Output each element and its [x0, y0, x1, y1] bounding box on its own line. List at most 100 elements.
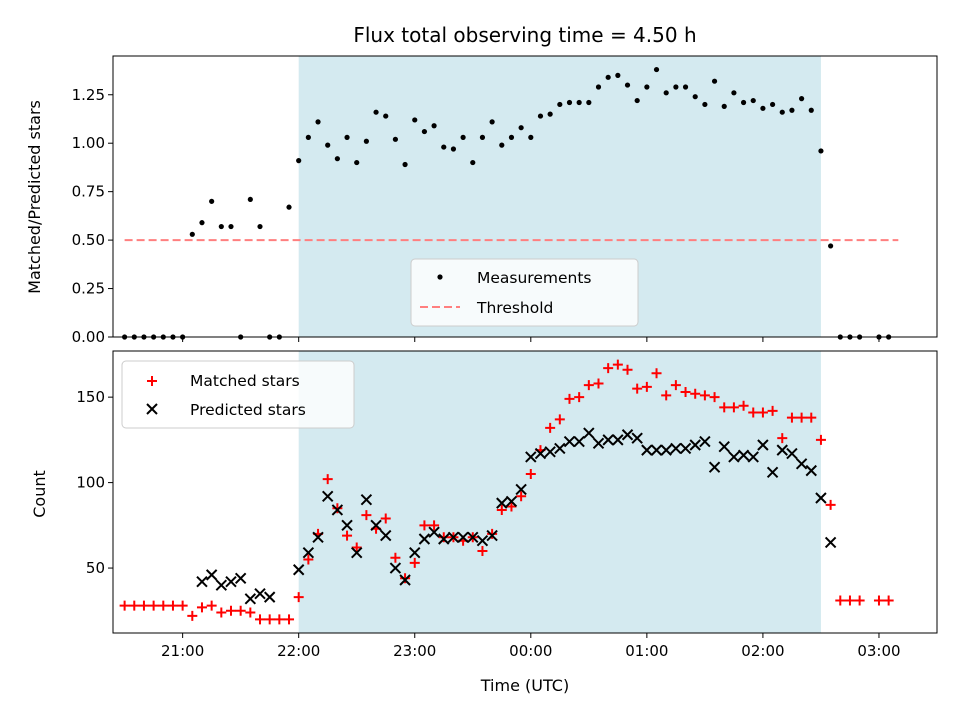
predicted-star-point — [612, 434, 624, 446]
measurement-point — [441, 144, 447, 150]
matched-star-point — [757, 407, 768, 418]
x-tick-label: 23:00 — [393, 642, 436, 660]
predicted-star-point — [641, 444, 653, 456]
measurement-point — [334, 156, 340, 162]
predicted-star-point — [563, 435, 576, 448]
predicted-star-point — [486, 529, 498, 542]
predicted-star-point — [399, 574, 411, 586]
measurement-point — [547, 111, 553, 117]
predicted-star-point — [728, 451, 740, 463]
matched-star-point — [709, 392, 720, 403]
measurement-point — [305, 134, 311, 140]
measurement-point — [286, 204, 292, 210]
measurement-point — [296, 158, 302, 164]
measurement-point — [750, 97, 756, 104]
predicted-star-point — [254, 587, 266, 600]
x-tick-label: 03:00 — [857, 642, 900, 660]
predicted-star-point — [331, 504, 344, 516]
predicted-star-point — [650, 444, 663, 456]
matched-star-point — [825, 499, 836, 510]
predicted-star-point — [699, 435, 711, 448]
measurement-point — [199, 220, 205, 226]
measurement-point — [354, 159, 360, 166]
matched-star-point — [332, 503, 343, 514]
matched-star-point — [699, 390, 710, 401]
measurement-point — [508, 134, 515, 140]
predicted-star-point — [592, 437, 605, 449]
matched-star-point — [680, 387, 691, 398]
matched-star-point — [148, 600, 159, 611]
matched-star-point — [196, 602, 207, 613]
measurement-point — [605, 74, 611, 80]
predicted-star-point — [544, 446, 556, 458]
measurement-point — [702, 101, 708, 108]
measurement-point — [557, 101, 563, 108]
y-tick-label: 1.00 — [72, 134, 105, 152]
matched-star-point — [883, 595, 894, 606]
measurement-point — [344, 134, 350, 140]
matched-star-point — [525, 469, 536, 480]
matched-star-point — [380, 513, 391, 524]
predicted-star-point — [795, 458, 808, 470]
matched-star-point — [854, 595, 865, 606]
predicted-star-point — [467, 531, 479, 543]
predicted-star-point — [438, 533, 450, 545]
matched-star-point — [651, 368, 662, 379]
matched-star-point — [293, 592, 304, 603]
measurement-point — [644, 84, 650, 90]
measurement-point — [576, 99, 582, 106]
measurement-point — [615, 72, 621, 78]
predicted-star-point — [380, 529, 392, 542]
matched-star-point — [129, 600, 140, 611]
matched-star-point — [274, 614, 285, 625]
predicted-star-point — [534, 447, 547, 460]
measurement-point — [799, 96, 805, 102]
matched-star-point — [351, 542, 362, 553]
y-tick-label: 150 — [76, 388, 105, 406]
predicted-star-point — [660, 444, 672, 456]
matched-star-point — [583, 380, 594, 391]
top-y-axis-label: Matched/Predicted stars — [25, 100, 44, 294]
predicted-star-point — [428, 526, 440, 538]
predicted-star-point — [708, 461, 721, 473]
predicted-star-point — [805, 464, 817, 477]
predicted-star-point — [631, 432, 643, 444]
predicted-star-point — [215, 579, 228, 591]
measurement-point — [479, 134, 486, 140]
matched-stars-points — [119, 359, 894, 625]
predicted-star-point — [447, 531, 460, 543]
matched-star-point — [719, 402, 730, 413]
matched-star-point — [844, 595, 855, 606]
matched-star-point — [603, 363, 614, 374]
matched-star-point — [728, 402, 739, 413]
legend-box — [121, 360, 355, 429]
measurement-point — [325, 142, 331, 148]
y-tick-label: 0.75 — [72, 183, 105, 201]
matched-star-point — [409, 557, 420, 568]
measurement-point — [653, 66, 660, 73]
measurement-point — [392, 136, 399, 142]
measurement-point — [528, 134, 534, 140]
matched-star-point — [400, 573, 411, 584]
predicted-star-point — [766, 466, 779, 479]
measurement-point — [740, 99, 747, 106]
measurement-point — [692, 94, 698, 100]
x-tick-label: 01:00 — [625, 642, 668, 660]
predicted-star-point — [718, 441, 730, 453]
measurement-point — [209, 198, 215, 204]
measurement-point — [595, 84, 602, 90]
measurement-point — [828, 243, 834, 249]
measurement-point — [779, 109, 785, 115]
predicted-star-point — [815, 492, 827, 504]
measurement-points — [122, 66, 892, 340]
legend-cross-icon — [146, 403, 158, 415]
y-tick-label: 0.00 — [72, 328, 105, 346]
matched-star-point — [429, 520, 440, 531]
matched-star-point — [632, 383, 643, 394]
predicted-star-point — [573, 435, 585, 448]
predicted-star-point — [554, 442, 566, 455]
measurement-point — [431, 123, 437, 129]
predicted-star-point — [360, 493, 373, 506]
measurement-point — [257, 223, 263, 230]
